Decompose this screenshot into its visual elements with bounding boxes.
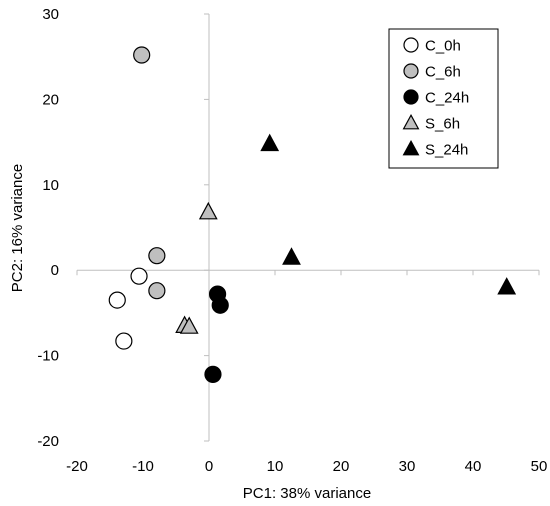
- x-tick-label: 0: [205, 458, 213, 475]
- data-point-s-6h: [198, 201, 218, 220]
- data-point-c-6h: [133, 46, 151, 64]
- x-tick-label: -10: [132, 458, 154, 475]
- data-points: [108, 46, 517, 383]
- x-tick-label: 30: [399, 458, 416, 475]
- y-tick-label: -10: [37, 348, 59, 365]
- data-point-s-24h: [497, 277, 517, 295]
- y-axis-label: PC2: 16% variance: [9, 164, 26, 292]
- y-tick-label: 10: [42, 177, 59, 194]
- x-tick-label: 10: [267, 458, 284, 475]
- legend: C_0h C_6h C_24h S_6h S_24h: [388, 28, 499, 169]
- data-point-c-0h: [115, 332, 133, 350]
- axes: -20 -10 0 10 20 30 40 50 -20 -10 0 10 20 30: [37, 6, 547, 475]
- x-axis-label: PC1: 38% variance: [243, 485, 371, 502]
- y-tick-label: 20: [42, 91, 59, 108]
- legend-marker: [402, 113, 420, 130]
- data-point-c-0h: [130, 267, 148, 285]
- data-point-s-24h: [260, 133, 280, 152]
- data-point-c-24h: [211, 296, 229, 314]
- data-point-c-6h: [148, 282, 166, 300]
- legend-entry-label: C_6h: [425, 64, 461, 81]
- y-tick-label: -20: [37, 433, 59, 450]
- legend-marker: [403, 89, 419, 105]
- legend-marker: [403, 37, 419, 53]
- legend-entry-label: S_6h: [425, 116, 460, 133]
- data-point-s-24h: [282, 247, 301, 265]
- legend-marker: [402, 139, 420, 156]
- legend-entry-label: C_0h: [425, 38, 461, 55]
- data-point-s-6h: [179, 316, 199, 334]
- data-point-c-6h: [148, 247, 166, 265]
- x-tick-label: 20: [333, 458, 350, 475]
- y-tick-label: 0: [51, 262, 59, 279]
- data-point-c-24h: [204, 365, 222, 383]
- legend-entry-label: S_24h: [425, 142, 468, 159]
- data-point-c-0h: [108, 291, 126, 309]
- x-tick-label: 50: [531, 458, 548, 475]
- x-tick-label: -20: [66, 458, 88, 475]
- legend-entry-label: C_24h: [425, 90, 469, 107]
- y-tick-label: 30: [42, 6, 59, 23]
- legend-marker: [403, 63, 419, 79]
- x-tick-label: 40: [465, 458, 482, 475]
